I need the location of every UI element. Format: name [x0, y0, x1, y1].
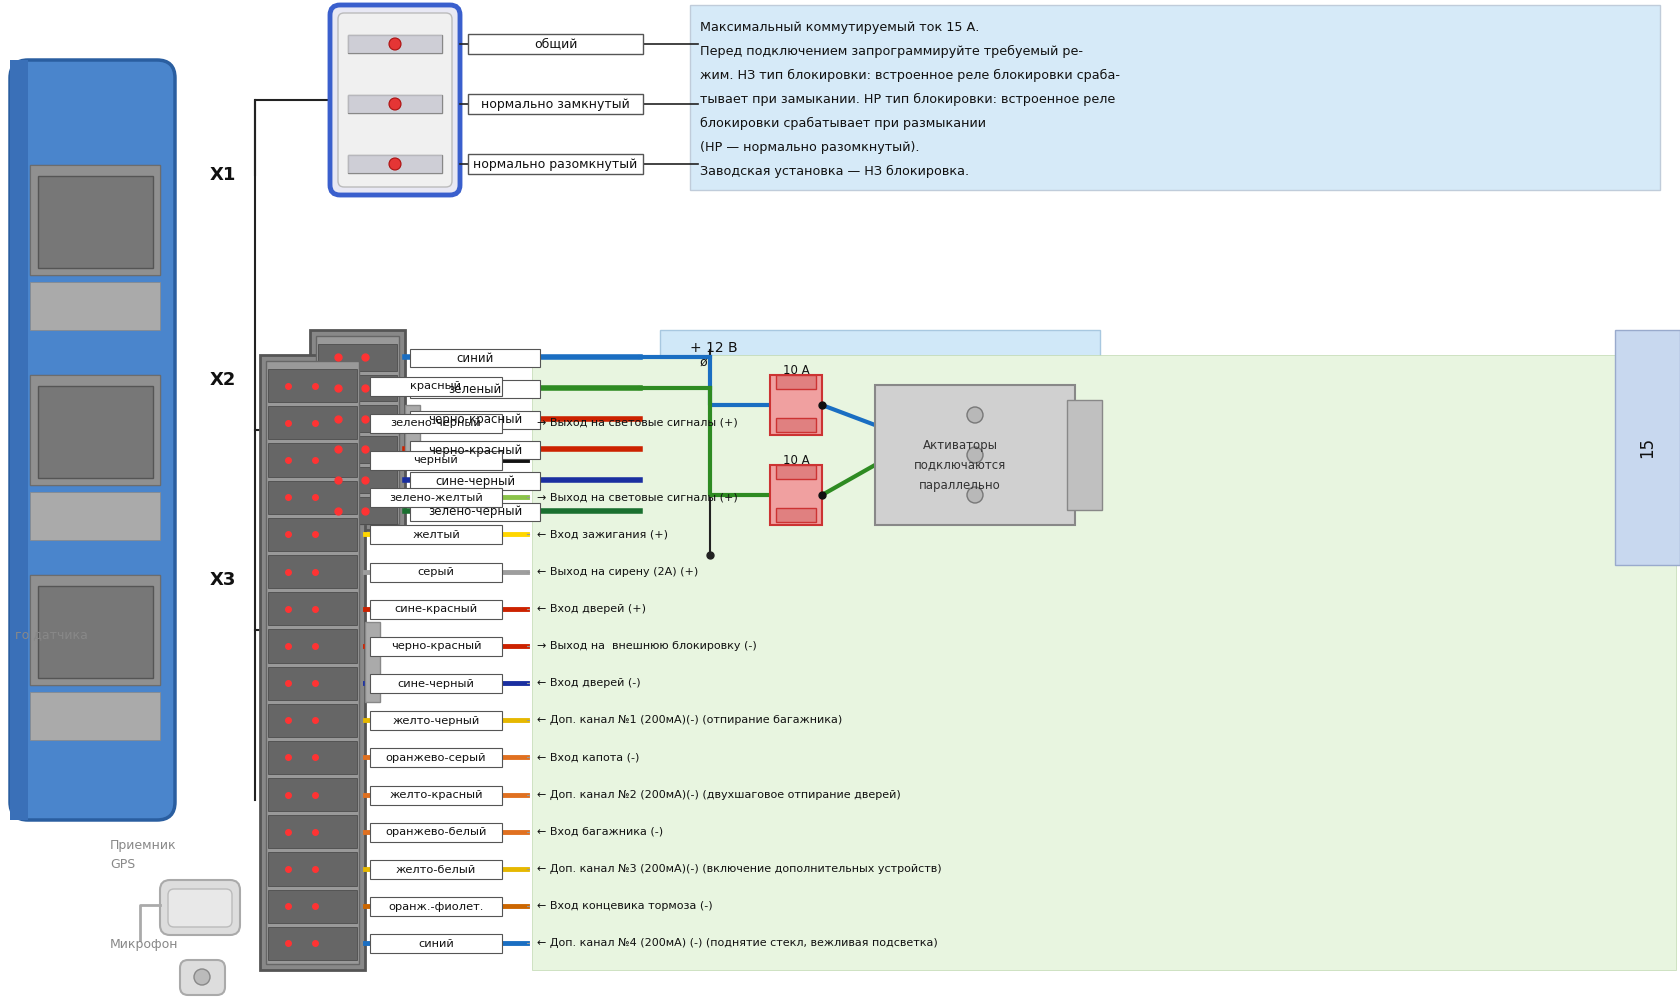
Text: ø: ø — [699, 355, 707, 368]
FancyBboxPatch shape — [370, 525, 502, 544]
Text: ← Вход зажигания (+): ← Вход зажигания (+) — [536, 529, 667, 539]
FancyBboxPatch shape — [348, 35, 442, 53]
Text: ← Вход багажника (-): ← Вход багажника (-) — [536, 827, 662, 837]
Text: желто-красный: желто-красный — [390, 790, 482, 800]
FancyBboxPatch shape — [410, 410, 539, 429]
Text: черно-красный: черно-красный — [428, 444, 522, 457]
FancyBboxPatch shape — [265, 361, 360, 964]
FancyBboxPatch shape — [267, 481, 356, 514]
Text: ← Выход на сирену (2А) (+): ← Выход на сирену (2А) (+) — [536, 566, 697, 576]
Text: + 12 В: + 12 В — [689, 341, 738, 355]
Text: черно-красный: черно-красный — [390, 642, 480, 652]
FancyBboxPatch shape — [160, 880, 240, 935]
FancyBboxPatch shape — [267, 852, 356, 885]
FancyBboxPatch shape — [370, 823, 502, 842]
FancyBboxPatch shape — [370, 562, 502, 581]
Text: ← Вход дверей (+): ← Вход дверей (+) — [536, 604, 645, 614]
Text: зелено-черный: зелено-черный — [390, 418, 480, 429]
FancyBboxPatch shape — [30, 575, 160, 685]
Text: зелено-желтый: зелено-желтый — [388, 493, 482, 503]
Circle shape — [966, 447, 983, 463]
FancyBboxPatch shape — [30, 575, 160, 685]
Text: оранжево-белый: оранжево-белый — [385, 827, 487, 837]
FancyBboxPatch shape — [410, 503, 539, 521]
Circle shape — [388, 158, 402, 170]
FancyBboxPatch shape — [267, 703, 356, 736]
Text: Приемник: Приемник — [109, 838, 176, 851]
FancyBboxPatch shape — [267, 593, 356, 626]
Circle shape — [966, 487, 983, 503]
FancyBboxPatch shape — [776, 465, 815, 479]
FancyBboxPatch shape — [467, 154, 643, 174]
Text: желто-черный: желто-черный — [391, 716, 479, 725]
FancyBboxPatch shape — [30, 165, 160, 275]
FancyBboxPatch shape — [267, 889, 356, 923]
Text: ← Доп. канал №1 (200мА)(-) (отпирание багажника): ← Доп. канал №1 (200мА)(-) (отпирание ба… — [536, 715, 842, 725]
FancyBboxPatch shape — [39, 176, 153, 268]
FancyBboxPatch shape — [267, 518, 356, 551]
Text: Максимальный коммутируемый ток 15 А.: Максимальный коммутируемый ток 15 А. — [699, 20, 979, 33]
FancyBboxPatch shape — [370, 674, 502, 693]
Text: ← Доп. канал №3 (200мА)(-) (включение дополнительных устройств): ← Доп. канал №3 (200мА)(-) (включение до… — [536, 864, 941, 874]
FancyBboxPatch shape — [370, 637, 502, 656]
FancyBboxPatch shape — [410, 349, 539, 367]
Text: желто-белый: желто-белый — [395, 864, 475, 874]
FancyBboxPatch shape — [30, 282, 160, 330]
Text: → Выход на  внешнюю блокировку (-): → Выход на внешнюю блокировку (-) — [536, 641, 756, 651]
Text: параллельно: параллельно — [919, 479, 1000, 492]
FancyBboxPatch shape — [370, 935, 502, 954]
FancyBboxPatch shape — [30, 692, 160, 740]
Text: нормально замкнутый: нормально замкнутый — [480, 98, 630, 111]
Text: Перед подключением запрограммируйте требуемый ре-: Перед подключением запрограммируйте треб… — [699, 44, 1082, 57]
FancyBboxPatch shape — [267, 369, 356, 402]
FancyBboxPatch shape — [267, 778, 356, 811]
Text: ← Доп. канал №4 (200мА) (-) (поднятие стекл, вежливая подсветка): ← Доп. канал №4 (200мА) (-) (поднятие ст… — [536, 939, 937, 949]
Text: сине-красный: сине-красный — [395, 605, 477, 615]
FancyBboxPatch shape — [776, 375, 815, 389]
FancyBboxPatch shape — [410, 472, 539, 490]
Text: (НР — нормально разомкнутый).: (НР — нормально разомкнутый). — [699, 141, 919, 154]
Text: ← Вход капота (-): ← Вход капота (-) — [536, 752, 638, 763]
FancyBboxPatch shape — [370, 786, 502, 805]
FancyBboxPatch shape — [660, 330, 1099, 565]
Text: подключаются: подключаются — [914, 459, 1006, 472]
FancyBboxPatch shape — [168, 889, 232, 927]
FancyBboxPatch shape — [370, 413, 502, 433]
FancyBboxPatch shape — [267, 815, 356, 848]
Text: красный: красный — [410, 381, 462, 391]
FancyBboxPatch shape — [410, 442, 539, 460]
Text: 15: 15 — [1636, 437, 1655, 458]
FancyBboxPatch shape — [776, 418, 815, 432]
Circle shape — [388, 98, 402, 110]
FancyBboxPatch shape — [769, 465, 822, 525]
Text: тывает при замыкании. НР тип блокировки: встроенное реле: тывает при замыкании. НР тип блокировки:… — [699, 93, 1114, 106]
FancyBboxPatch shape — [410, 380, 539, 398]
Text: Заводская установка — НЗ блокировка.: Заводская установка — НЗ блокировка. — [699, 164, 969, 177]
FancyBboxPatch shape — [348, 95, 442, 113]
Text: общий: общий — [534, 37, 576, 50]
FancyBboxPatch shape — [318, 467, 396, 493]
FancyBboxPatch shape — [267, 740, 356, 774]
FancyBboxPatch shape — [267, 927, 356, 960]
FancyBboxPatch shape — [370, 488, 502, 507]
FancyBboxPatch shape — [338, 13, 452, 187]
FancyBboxPatch shape — [348, 155, 442, 173]
Text: го датчика: го датчика — [15, 629, 87, 642]
FancyBboxPatch shape — [875, 385, 1075, 525]
FancyBboxPatch shape — [405, 405, 420, 455]
Text: Микрофон: Микрофон — [109, 939, 178, 952]
Circle shape — [193, 969, 210, 985]
Circle shape — [388, 38, 402, 50]
FancyBboxPatch shape — [30, 375, 160, 485]
FancyBboxPatch shape — [1067, 400, 1102, 510]
FancyBboxPatch shape — [30, 165, 160, 275]
FancyBboxPatch shape — [370, 748, 502, 768]
FancyBboxPatch shape — [30, 375, 160, 485]
Text: X1: X1 — [210, 166, 237, 184]
Text: Активаторы: Активаторы — [922, 439, 996, 452]
FancyBboxPatch shape — [39, 586, 153, 678]
FancyBboxPatch shape — [348, 155, 442, 173]
FancyBboxPatch shape — [365, 622, 380, 702]
FancyBboxPatch shape — [329, 5, 460, 195]
